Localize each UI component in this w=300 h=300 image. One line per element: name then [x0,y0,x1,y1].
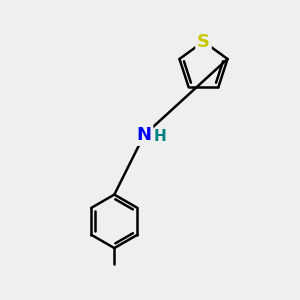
Text: H: H [153,129,166,144]
Text: S: S [197,32,210,50]
Text: N: N [136,126,152,144]
